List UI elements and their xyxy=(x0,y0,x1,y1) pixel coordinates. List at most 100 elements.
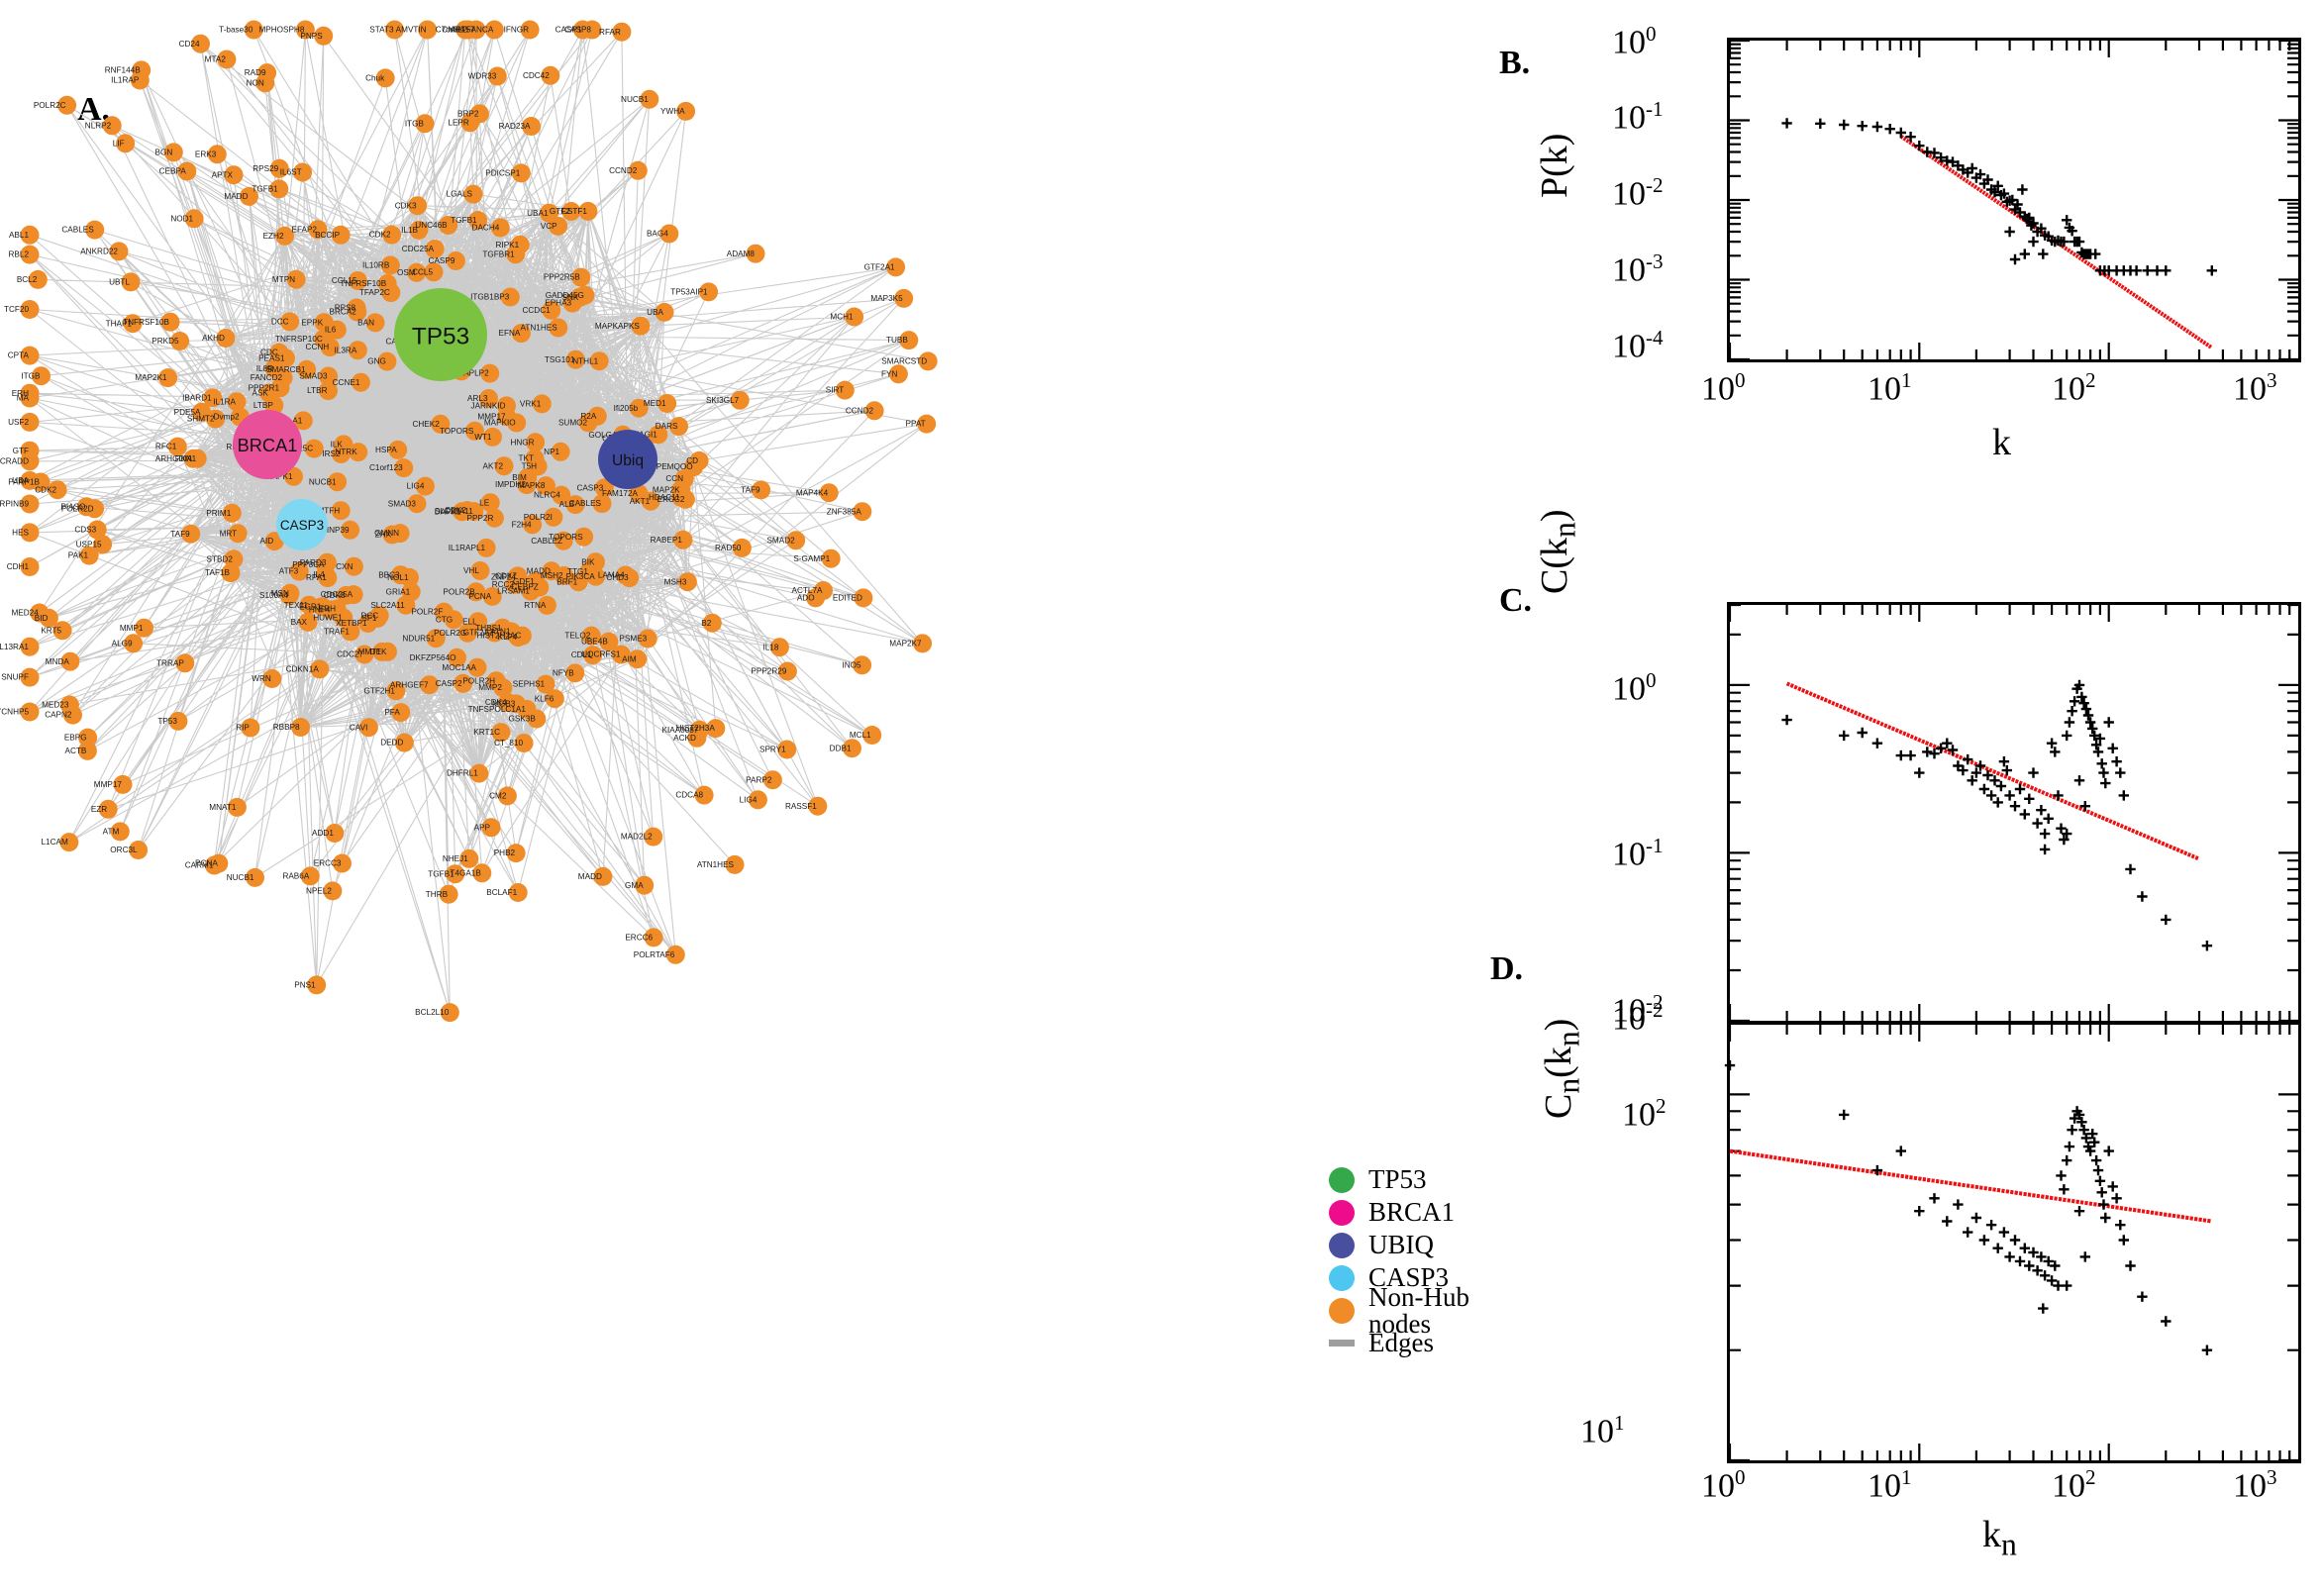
network-node[interactable] xyxy=(918,351,938,371)
network-node[interactable] xyxy=(325,824,345,843)
network-node[interactable] xyxy=(674,469,694,489)
network-node[interactable] xyxy=(135,618,153,638)
network-node[interactable] xyxy=(170,332,190,350)
network-node[interactable] xyxy=(63,705,82,725)
network-node[interactable] xyxy=(87,520,107,540)
network-node[interactable] xyxy=(358,718,378,738)
network-node[interactable] xyxy=(470,561,490,580)
network-node[interactable] xyxy=(48,480,67,500)
network-node[interactable] xyxy=(552,485,571,505)
network-node[interactable] xyxy=(446,251,465,270)
network-node[interactable] xyxy=(459,848,479,868)
network-hub-brca1[interactable]: BRCA1 xyxy=(233,410,302,479)
network-node[interactable] xyxy=(665,945,685,964)
network-nodes[interactable] xyxy=(20,20,938,1023)
network-node[interactable] xyxy=(542,561,561,581)
network-node[interactable] xyxy=(377,351,397,371)
network-node[interactable] xyxy=(569,287,589,307)
network-node[interactable] xyxy=(295,20,315,40)
legend-item[interactable]: Edges xyxy=(1329,1327,1527,1359)
network-node[interactable] xyxy=(493,678,513,698)
network-node[interactable] xyxy=(289,561,309,581)
network-node[interactable] xyxy=(480,363,500,383)
network-node[interactable] xyxy=(457,623,477,643)
network-node[interactable] xyxy=(593,866,613,886)
network-node[interactable] xyxy=(439,216,458,235)
network-node[interactable] xyxy=(307,975,327,995)
network-node[interactable] xyxy=(255,73,275,93)
network-node[interactable] xyxy=(540,203,558,223)
network-node[interactable] xyxy=(479,389,498,408)
network-node[interactable] xyxy=(344,556,363,576)
network-node[interactable] xyxy=(224,549,244,569)
network-node[interactable] xyxy=(76,497,96,517)
network-node[interactable] xyxy=(845,307,864,327)
network-node[interactable] xyxy=(917,414,937,434)
network-node[interactable] xyxy=(217,50,237,69)
network-node[interactable] xyxy=(222,503,242,523)
network-node[interactable] xyxy=(511,163,531,183)
network-node[interactable] xyxy=(777,661,797,681)
network-node[interactable] xyxy=(394,733,414,752)
network-node[interactable] xyxy=(20,523,40,543)
network-node[interactable] xyxy=(568,572,588,592)
network-node[interactable] xyxy=(181,524,201,544)
network-node[interactable] xyxy=(699,282,719,302)
network-node[interactable] xyxy=(644,928,663,948)
network-node[interactable] xyxy=(59,833,79,852)
legend-item[interactable]: Non-Hub nodes xyxy=(1329,1283,1527,1337)
network-node[interactable] xyxy=(116,134,136,153)
network-node[interactable] xyxy=(565,349,585,369)
network-node[interactable] xyxy=(786,531,806,550)
network-node[interactable] xyxy=(769,638,789,657)
network-node[interactable] xyxy=(611,645,631,664)
network-node[interactable] xyxy=(706,719,726,739)
network-node[interactable] xyxy=(394,458,414,478)
network-node[interactable] xyxy=(864,401,884,421)
network-node[interactable] xyxy=(20,557,40,576)
network-node[interactable] xyxy=(418,20,438,40)
network-node[interactable] xyxy=(472,863,492,883)
network-node[interactable] xyxy=(380,255,400,275)
network-node[interactable] xyxy=(304,439,324,458)
hub-circle[interactable] xyxy=(394,288,487,381)
network-node[interactable] xyxy=(57,95,77,115)
network-node[interactable] xyxy=(542,300,561,320)
network-node[interactable] xyxy=(241,718,260,738)
network-node[interactable] xyxy=(497,786,517,806)
network-node[interactable] xyxy=(628,160,648,180)
hub-circle[interactable] xyxy=(276,499,328,550)
network-node[interactable] xyxy=(280,312,300,332)
network-node[interactable] xyxy=(424,262,444,282)
network-node[interactable] xyxy=(401,582,421,602)
network-node[interactable] xyxy=(440,1003,459,1023)
network-node[interactable] xyxy=(262,669,282,688)
network-node[interactable] xyxy=(482,586,502,606)
network-node[interactable] xyxy=(20,412,40,432)
network-node[interactable] xyxy=(216,329,236,348)
network-node[interactable] xyxy=(574,527,594,547)
network-node[interactable] xyxy=(431,414,451,434)
network-node[interactable] xyxy=(28,269,48,289)
network-node[interactable] xyxy=(175,653,195,673)
network-node[interactable] xyxy=(655,302,674,322)
network-node[interactable] xyxy=(520,20,540,40)
network-node[interactable] xyxy=(348,341,367,360)
network-node[interactable] xyxy=(327,320,347,340)
network-node[interactable] xyxy=(571,267,591,287)
network-node[interactable] xyxy=(341,520,360,540)
network-node[interactable] xyxy=(808,796,828,816)
network-node[interactable] xyxy=(269,179,289,199)
network-node[interactable] xyxy=(308,220,328,240)
network-node[interactable] xyxy=(20,637,40,656)
network-node[interactable] xyxy=(293,411,313,431)
network-node[interactable] xyxy=(93,535,113,554)
network-node[interactable] xyxy=(659,224,679,244)
network-node[interactable] xyxy=(337,585,356,605)
network-node[interactable] xyxy=(314,329,334,349)
network-node[interactable] xyxy=(20,470,40,490)
network-node[interactable] xyxy=(409,220,429,240)
network-node[interactable] xyxy=(467,657,487,677)
network-node[interactable] xyxy=(298,612,318,632)
network-node[interactable] xyxy=(640,89,659,109)
